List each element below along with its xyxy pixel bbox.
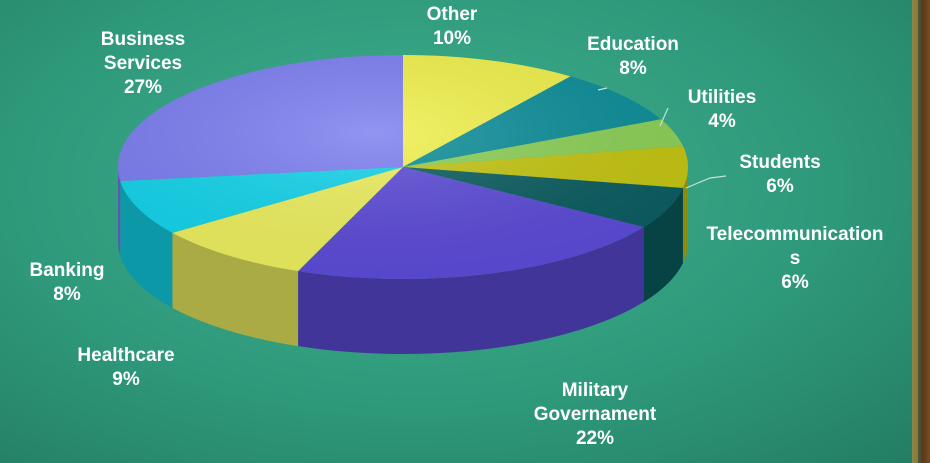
label-line: Education [587, 34, 679, 55]
pie-side-telecommunications [643, 187, 683, 303]
pie-side-students [682, 167, 688, 263]
label-line: 8% [53, 284, 81, 305]
label-telecommunications: Telecommunication s 6% [706, 224, 883, 293]
label-line: 27% [124, 77, 162, 98]
leader-line [597, 87, 608, 91]
label-military-governament: Military Governament 22% [534, 380, 657, 449]
label-line: 22% [576, 428, 614, 449]
pie-tops [118, 55, 688, 279]
label-business-services: Business Services 27% [101, 29, 185, 98]
pie-side-banking [120, 181, 173, 308]
label-line: Telecommunication [706, 224, 883, 245]
label-line: 8% [619, 58, 647, 79]
pie-top-shine [118, 55, 688, 279]
label-line: s [790, 248, 801, 269]
label-line: 4% [708, 111, 736, 132]
label-line: Governament [534, 404, 657, 425]
label-students: Students 6% [739, 152, 820, 197]
frame-border-highlight [912, 0, 918, 463]
label-utilities: Utilities 4% [688, 87, 757, 132]
label-line: Utilities [688, 87, 757, 108]
label-line: Students [739, 152, 820, 173]
pie-side-military-governament [298, 227, 644, 354]
label-line: 9% [112, 369, 140, 390]
leader-line [659, 107, 669, 127]
label-line: Banking [30, 260, 105, 281]
label-line: 6% [781, 272, 809, 293]
label-education: Education 8% [587, 34, 679, 79]
label-line: Military [562, 380, 629, 401]
pie-sides [118, 167, 688, 354]
leader-line [685, 175, 727, 189]
label-healthcare: Healthcare 9% [77, 345, 174, 390]
slice-labels: Other 10% Education 8% Utilities 4%Students 6%… [30, 4, 884, 449]
label-line: Business [101, 29, 185, 50]
pie-side-healthcare [172, 232, 299, 347]
leader-lines [597, 87, 727, 189]
pie-side-business-services [118, 167, 121, 257]
label-line: Healthcare [77, 345, 174, 366]
label-banking: Banking 8% [30, 260, 105, 305]
label-line: Other [427, 4, 478, 25]
label-other: Other 10% [427, 4, 478, 49]
label-line: Services [104, 53, 182, 74]
label-line: 10% [433, 28, 471, 49]
label-line: 6% [766, 176, 794, 197]
